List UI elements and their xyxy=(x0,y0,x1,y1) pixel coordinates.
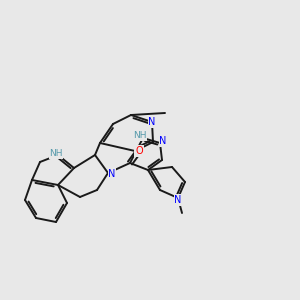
Text: N: N xyxy=(108,169,116,179)
Text: NH: NH xyxy=(133,131,147,140)
Text: N: N xyxy=(174,195,182,205)
Text: N: N xyxy=(148,117,156,127)
Text: NH: NH xyxy=(49,149,63,158)
Text: O: O xyxy=(135,146,143,156)
Text: N: N xyxy=(159,136,167,146)
